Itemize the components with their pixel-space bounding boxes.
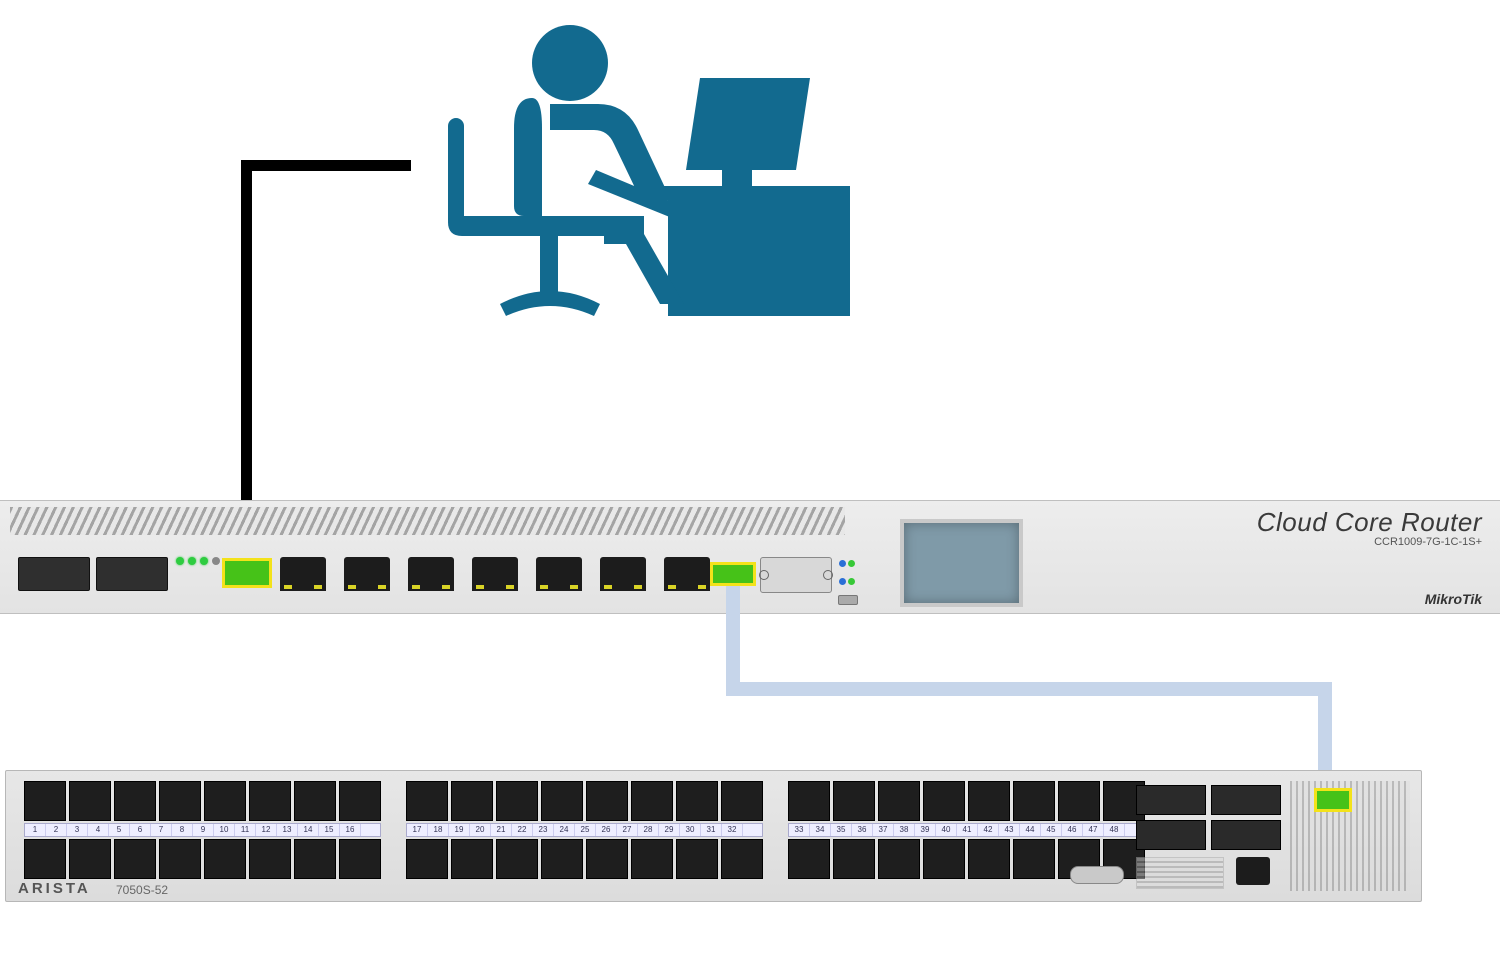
router-status-leds (176, 557, 220, 565)
sfp-port (18, 557, 90, 591)
cable-router-to-switch-a (726, 584, 740, 696)
rj45-port (344, 557, 390, 591)
highlight-router-console (710, 562, 756, 586)
port-number-strip: 17181920212223242526272829303132 (406, 823, 763, 837)
router-indicator-block (838, 555, 884, 593)
switch-chassis: 12345678910111213141516 1718192021222324… (5, 770, 1422, 902)
router-chassis: Cloud Core Router CCR1009-7G-1C-1S+ Mikr… (0, 500, 1500, 614)
switch-usb-slot (1070, 866, 1124, 884)
rj45-port (536, 557, 582, 591)
user-at-computer-icon (400, 8, 850, 328)
switch-airflow-grille (1136, 857, 1224, 889)
switch-port-group-3: 33343536373839404142434445464748 (788, 781, 1145, 879)
switch-port-group-1: 12345678910111213141516 (24, 781, 381, 879)
router-vents (10, 507, 845, 535)
router-sfp-ports (18, 557, 168, 591)
router-title: Cloud Core Router (1257, 507, 1482, 538)
switch-mgmt-port (1236, 857, 1270, 885)
cable-router-to-switch-b (726, 682, 1332, 696)
highlight-router-eth (222, 558, 272, 588)
router-console-port (760, 557, 832, 593)
highlight-switch-mgmt (1314, 788, 1352, 812)
cable-user-to-router-horiz (241, 160, 411, 171)
rj45-port (600, 557, 646, 591)
rj45-port (280, 557, 326, 591)
diagram-canvas: Cloud Core Router CCR1009-7G-1C-1S+ Mikr… (0, 0, 1500, 980)
rj45-port (408, 557, 454, 591)
switch-qsfp-ports (1136, 785, 1281, 850)
router-ethernet-ports (280, 557, 710, 591)
switch-model: 7050S-52 (116, 883, 168, 897)
port-number-strip: 12345678910111213141516 (24, 823, 381, 837)
rj45-port (664, 557, 710, 591)
switch-port-group-2: 17181920212223242526272829303132 (406, 781, 763, 879)
switch-brand: ARISTA (18, 880, 91, 897)
router-brand: MikroTik (1425, 591, 1482, 607)
router-lcd-screen (900, 519, 1023, 607)
port-number-strip: 33343536373839404142434445464748 (788, 823, 1145, 837)
sfp-port (96, 557, 168, 591)
rj45-port (472, 557, 518, 591)
router-title-block: Cloud Core Router CCR1009-7G-1C-1S+ (1257, 507, 1482, 548)
